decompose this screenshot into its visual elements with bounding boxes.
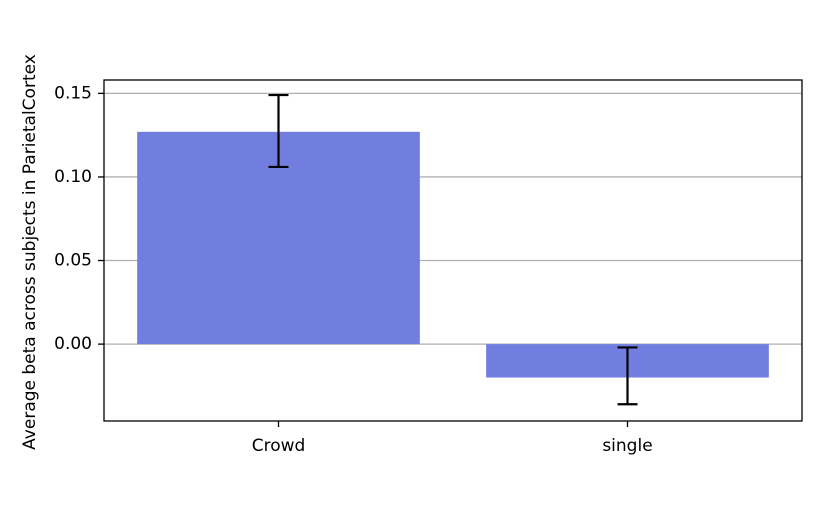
y-tick-label: 0.05	[54, 251, 92, 271]
y-tick-label: 0.10	[54, 167, 92, 187]
y-axis-ticks: 0.00 0.05 0.10 0.15	[54, 83, 104, 354]
y-tick-label: 0.00	[54, 334, 92, 354]
error-bars	[268, 93, 638, 406]
x-tick-label: Crowd	[252, 436, 306, 456]
y-axis-label: Average beta across subjects in Parietal…	[20, 54, 40, 450]
plot-frame	[103, 79, 803, 422]
x-tick-label: single	[602, 436, 652, 456]
x-axis-ticks: Crowd single	[252, 421, 653, 456]
y-tick-label: 0.15	[54, 83, 92, 103]
bars	[137, 131, 769, 378]
